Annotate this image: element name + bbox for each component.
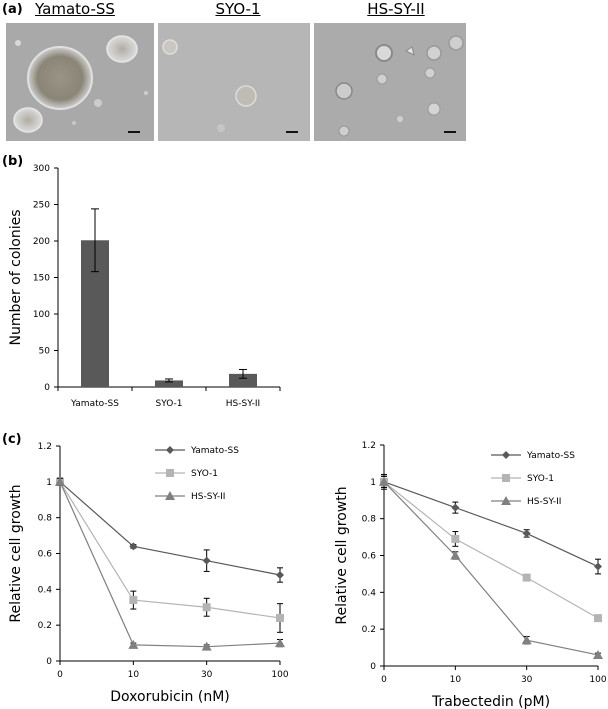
data-point-yamato-ss <box>451 503 460 512</box>
y-tick-label: 250 <box>33 201 50 211</box>
y-axis-label: Number of colonies <box>8 209 24 345</box>
y-tick-label: 0 <box>370 662 376 672</box>
data-point-syo-1 <box>202 603 211 612</box>
data-point-yamato-ss <box>202 556 211 565</box>
y-axis-label: Relative cell growth <box>334 486 350 624</box>
image-title-hs-sy-ii: HS-SY-II <box>367 0 425 18</box>
y-tick-label: 0.6 <box>38 550 53 560</box>
data-point-yamato-ss <box>594 562 602 571</box>
doxorubicin-line-chart: 0 0.2 0.4 0.6 0.8 1 1.2 0 10 30 100 Yamato-SS SYO-1 H… <box>8 442 289 705</box>
data-point-yamato-ss <box>129 542 138 551</box>
y-tick-label: 1.2 <box>38 442 52 452</box>
y-tick-label: 0.8 <box>38 514 53 524</box>
y-tick-label: 100 <box>33 310 50 320</box>
x-tick-label: 10 <box>128 670 140 680</box>
data-point-hs-sy-ii <box>450 550 461 560</box>
x-tick-label: HS-SY-II <box>226 399 260 409</box>
series-line-hs-sy-ii <box>383 481 599 656</box>
series-line-syo-1 <box>383 481 599 619</box>
y-tick-label: 1 <box>46 478 52 488</box>
x-tick-label: 0 <box>57 670 63 680</box>
micrograph-hs-sy-ii <box>314 23 466 141</box>
y-tick-label: 0.2 <box>362 625 376 635</box>
panel-a-label: (a) <box>2 2 23 17</box>
y-tick-label: 1.2 <box>362 441 376 451</box>
panel-c-label: (c) <box>2 432 22 447</box>
y-tick-label: 0 <box>46 657 52 667</box>
trabectedin-line-chart: 0 0.2 0.4 0.6 0.8 1 1.2 0 10 30 100 Yamato-SS SYO-1 H… <box>334 441 607 709</box>
series-line-hs-sy-ii <box>59 481 281 648</box>
legend-label-hs-sy-ii: HS-SY-II <box>191 492 225 502</box>
x-axis-label: Doxorubicin (nM) <box>110 689 230 705</box>
legend-marker-yamato-ss <box>166 446 174 454</box>
series-line-yamato-ss <box>59 481 281 576</box>
data-point-syo-1 <box>129 596 138 605</box>
data-point-syo-1 <box>522 573 531 582</box>
y-tick-label: 150 <box>33 274 50 284</box>
y-tick-label: 0.8 <box>362 515 377 525</box>
legend-marker-hs-sy-ii <box>501 496 511 505</box>
y-tick-label: 0 <box>44 383 50 393</box>
data-point-hs-sy-ii <box>521 635 532 645</box>
legend-label-yamato-ss: Yamato-SS <box>190 446 239 456</box>
x-tick-label: SYO-1 <box>155 399 182 409</box>
x-axis-label: Trabectedin (pM) <box>431 694 550 709</box>
x-tick-label: 0 <box>381 675 387 685</box>
data-point-hs-sy-ii <box>593 649 603 659</box>
x-tick-label: 30 <box>521 675 533 685</box>
legend-marker-syo-1 <box>502 474 510 482</box>
data-point-yamato-ss <box>522 529 531 538</box>
y-tick-label: 50 <box>39 347 51 357</box>
image-title-syo-1: SYO-1 <box>215 0 261 18</box>
legend-label-syo-1: SYO-1 <box>527 474 554 484</box>
data-point-hs-sy-ii <box>128 639 139 649</box>
y-tick-label: 1 <box>370 478 376 488</box>
bar-syo-1 <box>155 380 183 387</box>
y-tick-label: 300 <box>33 164 50 174</box>
data-point-hs-sy-ii <box>275 638 285 648</box>
series-line-syo-1 <box>59 481 281 619</box>
y-axis-label: Relative cell growth <box>8 484 24 622</box>
y-tick-label: 0.2 <box>38 621 52 631</box>
data-point-hs-sy-ii <box>55 476 65 486</box>
legend-label-syo-1: SYO-1 <box>191 469 218 479</box>
legend-marker-yamato-ss <box>502 451 510 459</box>
data-point-syo-1 <box>451 534 460 543</box>
x-tick-label: 30 <box>201 670 213 680</box>
legend-label-hs-sy-ii: HS-SY-II <box>527 497 561 507</box>
micrograph-syo-1 <box>158 23 310 141</box>
data-point-hs-sy-ii <box>379 476 389 486</box>
y-tick-label: 200 <box>33 237 50 247</box>
colony-bar-chart: 0 50 100 150 200 250 300 Yamato-SS SYO-1 HS-SY-II… <box>8 164 281 409</box>
data-point-yamato-ss <box>276 571 284 579</box>
x-tick-label: 100 <box>271 670 288 680</box>
data-point-syo-1 <box>276 614 284 622</box>
image-title-yamato-ss: Yamato-SS <box>35 0 115 18</box>
y-tick-label: 0.4 <box>38 585 53 595</box>
data-point-syo-1 <box>594 614 602 623</box>
x-tick-label: Yamato-SS <box>70 399 119 409</box>
legend-marker-syo-1 <box>166 469 174 477</box>
data-point-hs-sy-ii <box>201 641 212 651</box>
y-tick-label: 0.6 <box>362 552 377 562</box>
x-tick-label: 100 <box>589 675 606 685</box>
panel-b-label: (b) <box>2 154 24 169</box>
y-tick-label: 0.4 <box>362 588 377 598</box>
legend-marker-hs-sy-ii <box>165 491 175 500</box>
micrograph-yamato-ss <box>6 23 154 141</box>
bar-hs-sy-ii <box>229 373 257 387</box>
x-tick-label: 10 <box>450 675 462 685</box>
legend-label-yamato-ss: Yamato-SS <box>526 451 575 461</box>
series-line-yamato-ss <box>383 481 599 568</box>
